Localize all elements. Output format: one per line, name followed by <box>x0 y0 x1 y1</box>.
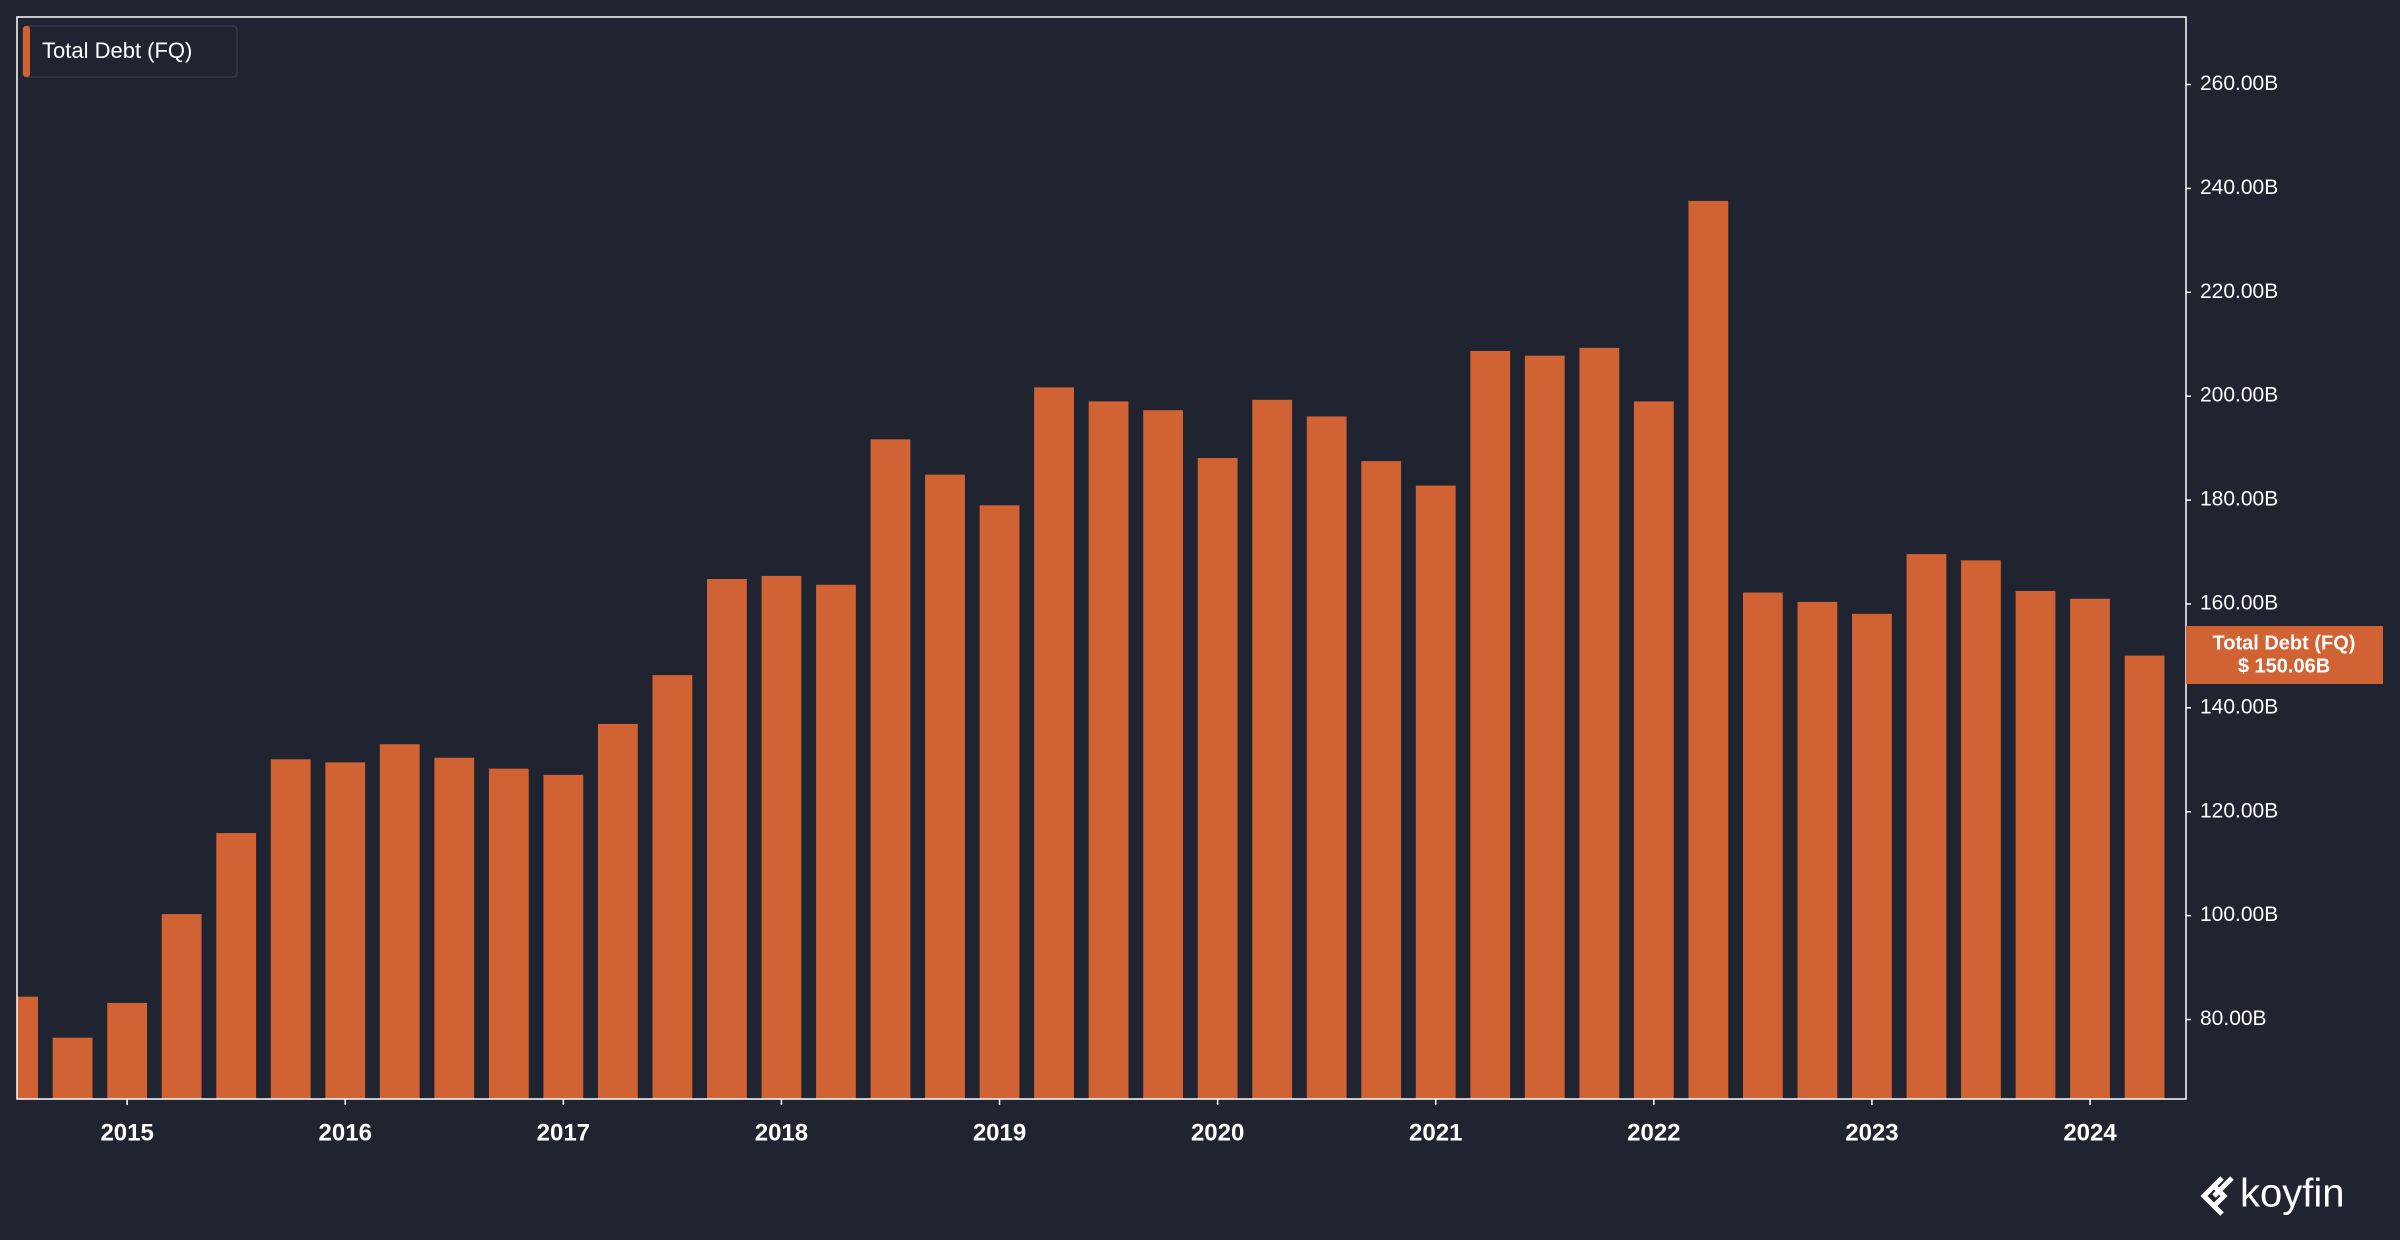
last-value-box: Total Debt (FQ) $ 150.06B <box>2186 626 2383 684</box>
legend-label: Total Debt (FQ) <box>42 38 192 63</box>
y-tick-label: 220.00B <box>2200 280 2278 303</box>
bar <box>543 774 584 1099</box>
bar <box>925 474 965 1099</box>
plot-frame <box>16 16 2187 1100</box>
bar <box>1143 410 1184 1099</box>
y-tick-label: 120.00B <box>2200 799 2278 822</box>
x-tick-label: 2016 <box>319 1119 372 1146</box>
y-tick-label: 80.00B <box>2200 1007 2267 1030</box>
bars <box>17 200 2165 1099</box>
bar <box>1524 355 1565 1099</box>
bar <box>325 762 366 1099</box>
last-value-title: Total Debt (FQ) <box>2213 632 2356 654</box>
bar <box>2124 655 2165 1099</box>
bar <box>1361 461 1402 1099</box>
legend-swatch <box>23 26 30 77</box>
bar <box>161 914 202 1099</box>
y-tick-label: 180.00B <box>2200 488 2278 511</box>
x-tick-label: 2018 <box>755 1119 808 1146</box>
x-tick-label: 2017 <box>537 1119 590 1146</box>
y-tick-label: 140.00B <box>2200 695 2278 718</box>
bar <box>1579 347 1620 1099</box>
y-tick-label: 100.00B <box>2200 903 2278 926</box>
bar <box>1415 485 1456 1099</box>
bar <box>1633 401 1674 1099</box>
bar <box>1961 560 2001 1099</box>
y-tick-label: 200.00B <box>2200 384 2278 407</box>
brand-logo: koyfin <box>2200 1172 2345 1216</box>
bar <box>107 1002 148 1099</box>
bar <box>379 744 420 1099</box>
bar <box>216 833 257 1099</box>
y-tick-label: 160.00B <box>2200 592 2278 615</box>
bar <box>434 757 475 1099</box>
bar <box>761 575 802 1099</box>
x-tick-label: 2021 <box>1409 1119 1462 1146</box>
bar <box>1688 200 1729 1099</box>
bar <box>1034 387 1074 1099</box>
bar <box>1470 351 1511 1099</box>
y-tick-label: 260.00B <box>2200 72 2278 95</box>
bar <box>270 759 311 1099</box>
legend: Total Debt (FQ) <box>22 25 238 78</box>
x-tick-label: 2022 <box>1627 1119 1680 1146</box>
bar <box>870 439 911 1099</box>
x-tick-label: 2023 <box>1845 1119 1898 1146</box>
brand-name: koyfin <box>2240 1172 2345 1216</box>
x-tick-label: 2020 <box>1191 1119 1244 1146</box>
bar <box>1088 401 1129 1099</box>
bar <box>652 675 693 1099</box>
bar <box>1197 458 1238 1099</box>
bar <box>1742 592 1783 1099</box>
bar <box>597 723 638 1099</box>
last-value-label: $ 150.06B <box>2238 655 2330 677</box>
bar <box>1906 554 1947 1099</box>
bar <box>2015 590 2056 1099</box>
bar <box>1252 399 1293 1099</box>
bar <box>17 996 38 1099</box>
bar <box>1797 601 1838 1099</box>
bar <box>2070 598 2110 1099</box>
bar <box>52 1037 93 1099</box>
bar <box>707 579 747 1099</box>
last-value-background <box>2186 626 2383 684</box>
x-tick-label: 2015 <box>100 1119 153 1146</box>
x-tick-label: 2024 <box>2063 1119 2117 1146</box>
y-tick-label: 240.00B <box>2200 176 2278 199</box>
bar <box>1852 613 1892 1099</box>
bar <box>1306 416 1347 1099</box>
bar <box>979 505 1020 1099</box>
bar <box>488 768 529 1099</box>
bar <box>816 584 856 1099</box>
x-tick-label: 2019 <box>973 1119 1026 1146</box>
brand-icon <box>2200 1176 2234 1216</box>
